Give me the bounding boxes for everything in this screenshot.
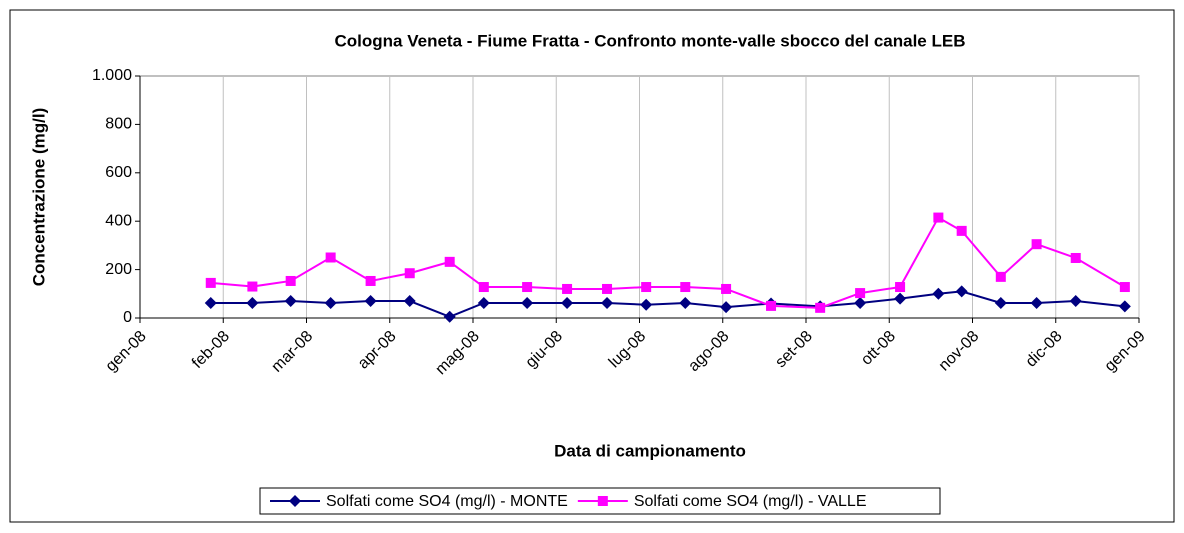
marker bbox=[640, 298, 653, 311]
marker bbox=[721, 283, 732, 294]
y-tick-label: 800 bbox=[105, 116, 132, 133]
marker bbox=[1070, 252, 1081, 263]
legend-marker bbox=[289, 495, 301, 507]
marker bbox=[522, 282, 533, 293]
marker bbox=[894, 292, 907, 305]
marker bbox=[815, 302, 826, 313]
marker bbox=[1069, 295, 1082, 308]
marker bbox=[994, 296, 1007, 309]
marker bbox=[932, 287, 945, 300]
y-tick-label: 400 bbox=[105, 212, 132, 229]
marker bbox=[601, 296, 614, 309]
marker bbox=[720, 301, 733, 314]
marker bbox=[246, 296, 259, 309]
marker bbox=[404, 268, 415, 279]
chart-title: Cologna Veneta - Fiume Fratta - Confront… bbox=[335, 31, 966, 50]
marker bbox=[477, 296, 490, 309]
marker bbox=[854, 296, 867, 309]
marker bbox=[956, 225, 967, 236]
y-tick-label: 600 bbox=[105, 164, 132, 181]
marker bbox=[285, 275, 296, 286]
marker bbox=[641, 282, 652, 293]
marker bbox=[443, 310, 456, 323]
marker bbox=[284, 295, 297, 308]
marker bbox=[365, 275, 376, 286]
marker bbox=[955, 285, 968, 298]
marker bbox=[247, 281, 258, 292]
marker bbox=[324, 296, 337, 309]
y-tick-label: 0 bbox=[123, 309, 132, 326]
marker bbox=[1030, 296, 1043, 309]
marker bbox=[1031, 239, 1042, 250]
y-tick-label: 1.000 bbox=[92, 67, 132, 84]
marker bbox=[521, 296, 534, 309]
marker bbox=[895, 282, 906, 293]
legend-marker bbox=[597, 496, 608, 506]
y-tick-label: 200 bbox=[105, 261, 132, 278]
marker bbox=[403, 295, 416, 308]
legend-label: Solfati come SO4 (mg/l) - VALLE bbox=[634, 493, 867, 510]
marker bbox=[933, 212, 944, 223]
marker bbox=[364, 295, 377, 308]
legend-label: Solfati come SO4 (mg/l) - MONTE bbox=[326, 493, 568, 510]
marker bbox=[602, 283, 613, 294]
marker bbox=[478, 282, 489, 293]
marker bbox=[1118, 300, 1131, 313]
marker bbox=[680, 282, 691, 293]
marker bbox=[562, 283, 573, 294]
marker bbox=[1119, 282, 1130, 293]
series-line bbox=[210, 216, 1126, 309]
marker bbox=[325, 252, 336, 263]
marker bbox=[444, 256, 455, 267]
marker bbox=[855, 288, 866, 299]
marker bbox=[205, 277, 216, 288]
marker bbox=[679, 296, 692, 309]
series-line bbox=[210, 290, 1125, 318]
marker bbox=[766, 300, 777, 311]
x-axis-label: Data di campionamento bbox=[554, 441, 746, 460]
marker bbox=[204, 296, 217, 309]
marker bbox=[995, 271, 1006, 282]
y-axis-label: Concentrazione (mg/l) bbox=[29, 108, 48, 287]
marker bbox=[561, 296, 574, 309]
